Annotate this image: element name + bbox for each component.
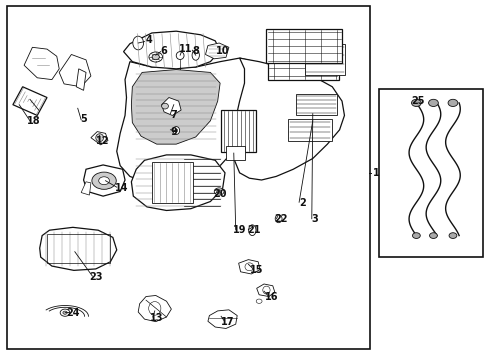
Polygon shape [131, 69, 220, 144]
Bar [47, 234, 110, 263]
Polygon shape [123, 31, 220, 69]
Text: 4: 4 [146, 35, 152, 45]
Text: 16: 16 [264, 292, 278, 302]
Ellipse shape [411, 99, 420, 107]
Text: 1: 1 [372, 168, 379, 178]
Ellipse shape [172, 127, 179, 134]
Polygon shape [161, 98, 181, 116]
Polygon shape [138, 296, 171, 321]
Bar [295, 94, 336, 116]
Ellipse shape [133, 36, 143, 50]
Ellipse shape [176, 51, 183, 59]
Ellipse shape [99, 177, 109, 185]
Polygon shape [13, 87, 47, 116]
Bar [267, 41, 338, 80]
Text: 18: 18 [27, 116, 41, 126]
Text: 23: 23 [89, 272, 102, 282]
Text: 11: 11 [179, 44, 192, 54]
Ellipse shape [412, 233, 419, 238]
Ellipse shape [96, 134, 103, 141]
Ellipse shape [214, 188, 224, 195]
Text: 9: 9 [170, 127, 177, 136]
Text: 20: 20 [213, 189, 226, 199]
Text: 7: 7 [170, 111, 177, 121]
Bar [6, 6, 369, 348]
Ellipse shape [427, 99, 437, 107]
Text: 5: 5 [80, 114, 87, 124]
Text: 21: 21 [247, 225, 261, 235]
Ellipse shape [192, 50, 199, 60]
Polygon shape [59, 54, 91, 87]
Polygon shape [205, 43, 228, 59]
Ellipse shape [63, 311, 67, 314]
Text: 3: 3 [311, 215, 318, 224]
Ellipse shape [149, 52, 162, 62]
Bar [378, 89, 483, 257]
Bar [225, 146, 245, 160]
Text: 17: 17 [220, 317, 234, 327]
Polygon shape [91, 132, 108, 145]
Ellipse shape [161, 103, 168, 109]
Ellipse shape [428, 233, 436, 238]
Ellipse shape [60, 309, 70, 316]
Ellipse shape [448, 233, 456, 238]
Polygon shape [256, 284, 274, 297]
Ellipse shape [447, 99, 457, 107]
Polygon shape [76, 69, 86, 90]
Polygon shape [83, 165, 125, 196]
Text: 6: 6 [161, 46, 167, 56]
Ellipse shape [92, 172, 116, 189]
Text: 14: 14 [115, 183, 128, 193]
Bar [288, 119, 331, 140]
Ellipse shape [248, 225, 255, 235]
Text: 12: 12 [96, 136, 110, 145]
Text: 24: 24 [66, 308, 80, 318]
Polygon shape [238, 260, 260, 274]
Polygon shape [232, 58, 344, 180]
Polygon shape [24, 47, 59, 80]
Text: 13: 13 [150, 313, 163, 323]
Polygon shape [81, 182, 91, 195]
Text: 8: 8 [192, 46, 199, 56]
Polygon shape [117, 58, 264, 185]
Polygon shape [40, 227, 117, 270]
Ellipse shape [275, 215, 282, 223]
Polygon shape [131, 155, 224, 211]
Ellipse shape [174, 129, 177, 132]
Text: 19: 19 [232, 225, 246, 235]
Bar [305, 44, 345, 75]
Text: 25: 25 [410, 96, 424, 106]
Ellipse shape [152, 54, 159, 60]
Polygon shape [207, 310, 237, 328]
Text: 15: 15 [249, 265, 263, 275]
Bar [152, 162, 193, 203]
Ellipse shape [216, 190, 221, 193]
Bar [266, 30, 341, 63]
Text: 10: 10 [215, 46, 229, 56]
Text: 2: 2 [299, 198, 306, 208]
Text: 22: 22 [274, 215, 287, 224]
Bar [221, 110, 256, 152]
